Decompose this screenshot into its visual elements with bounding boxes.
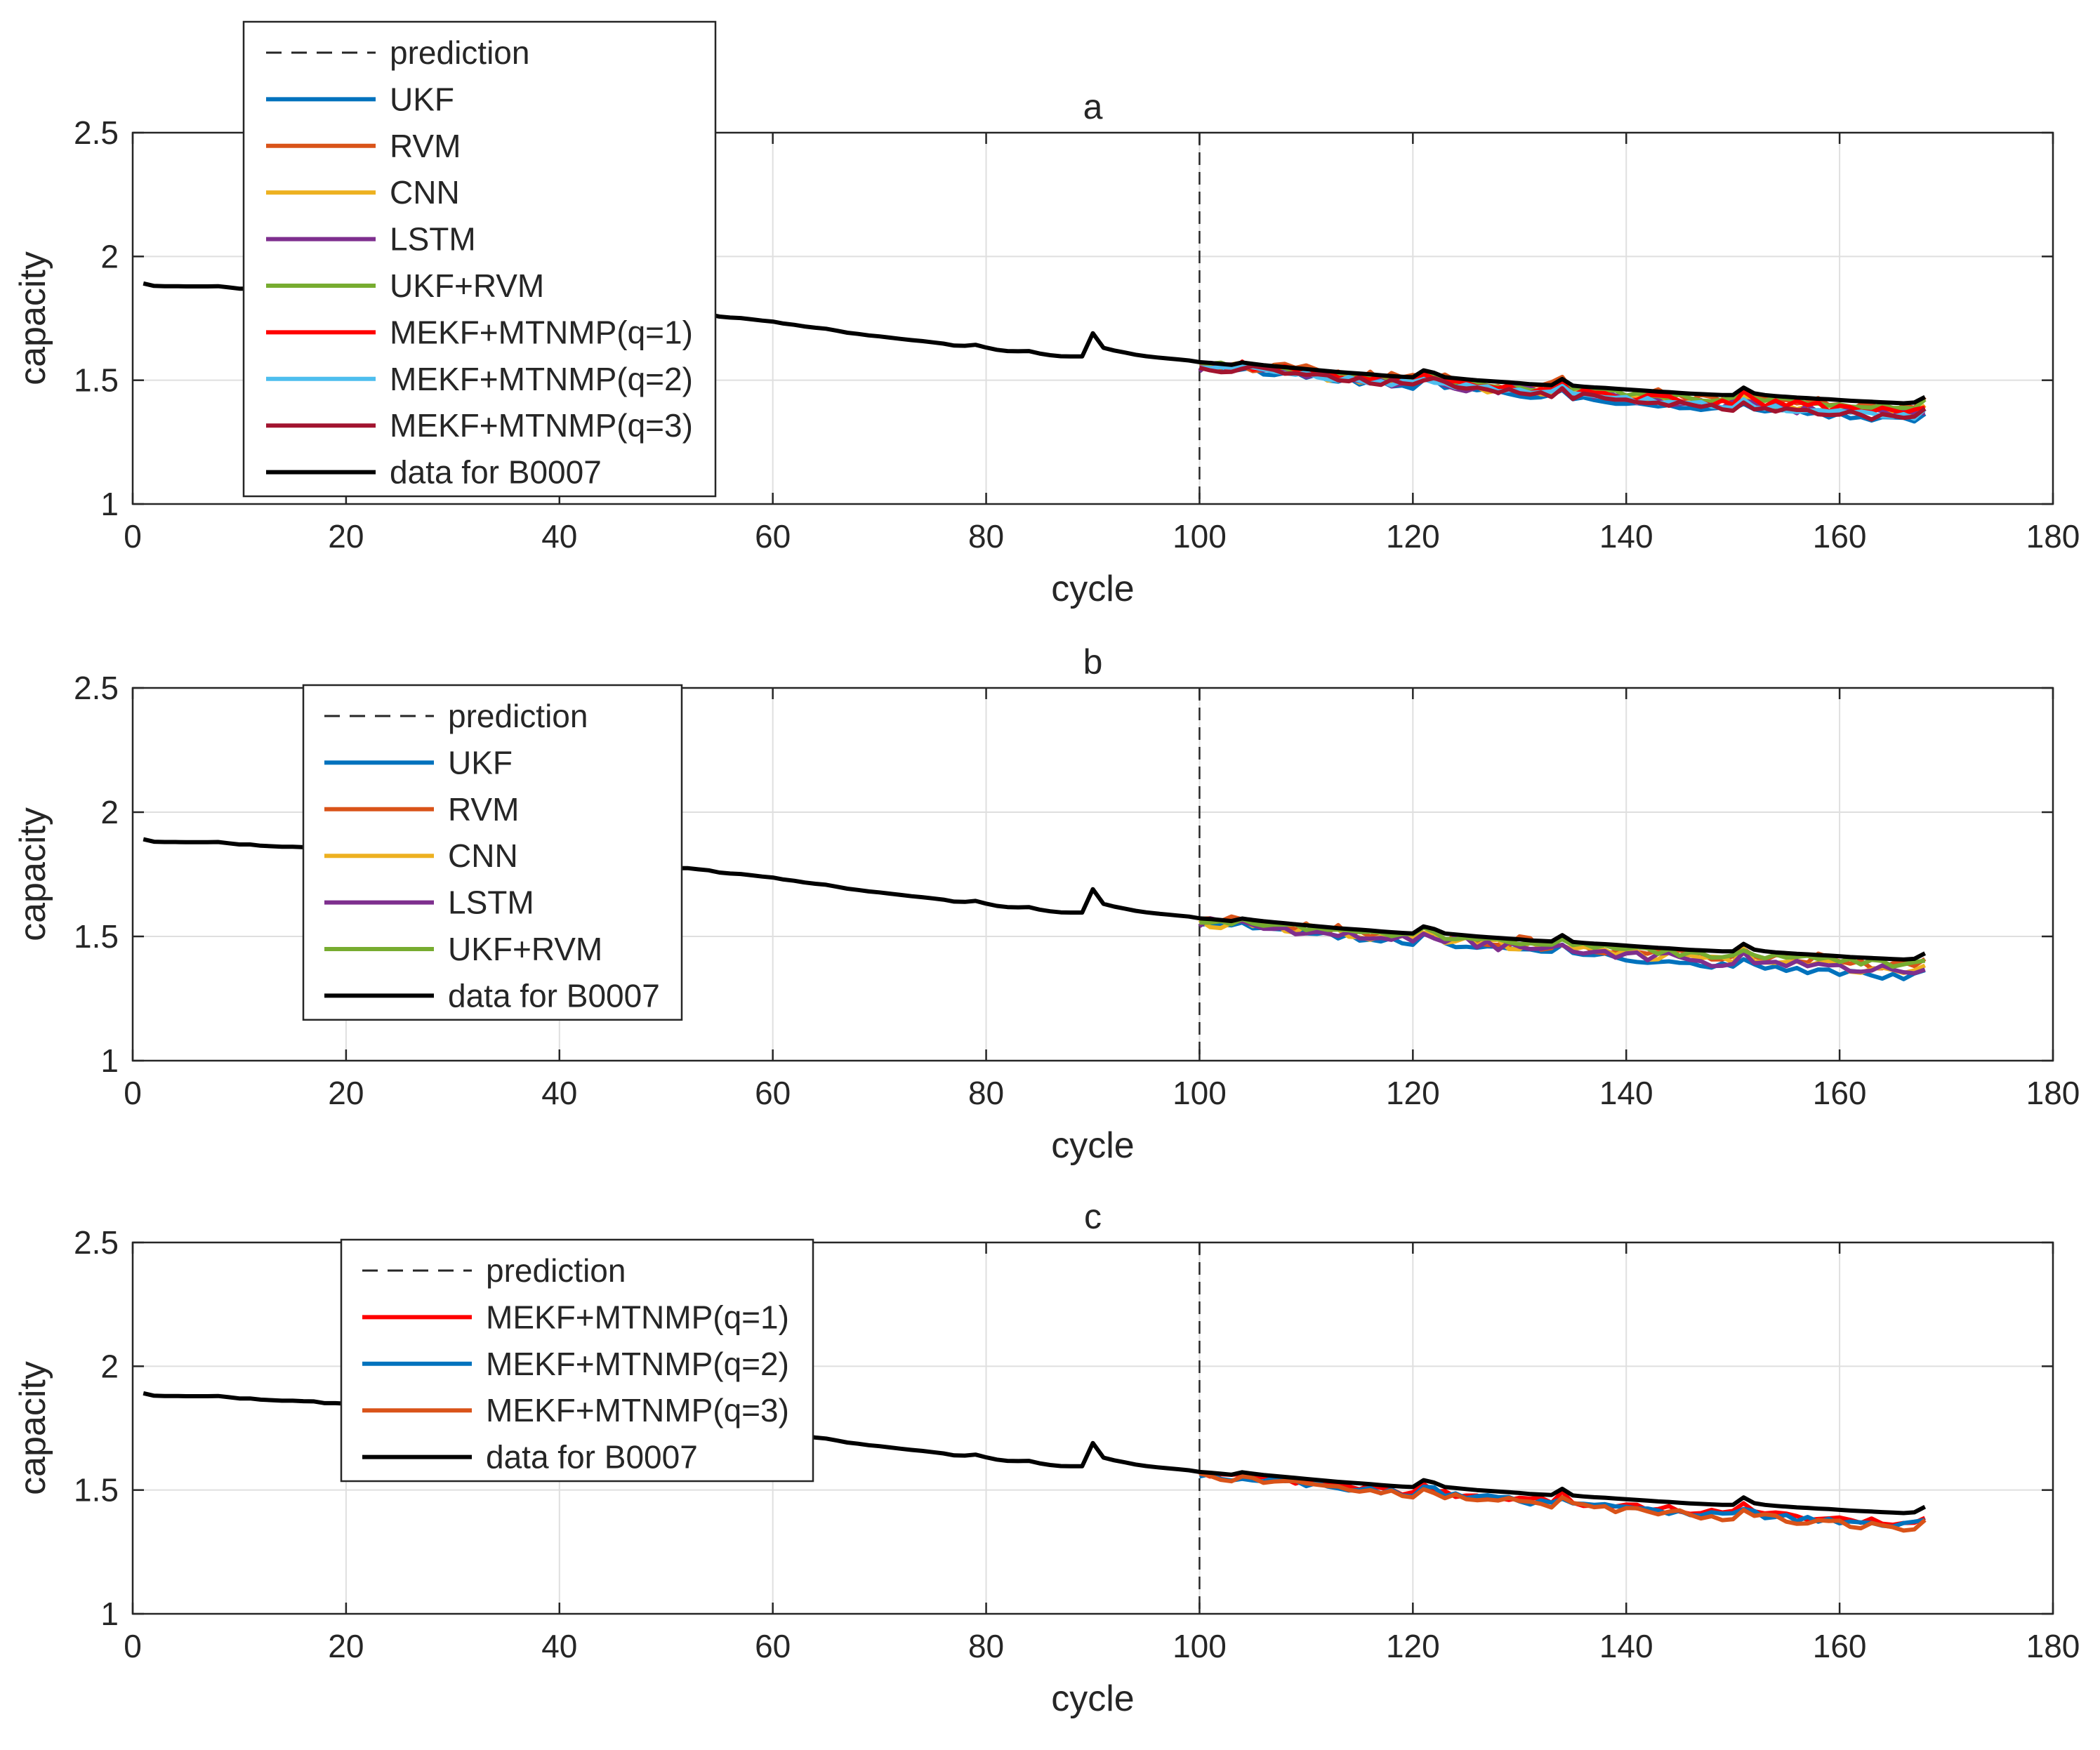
- legend: prediction MEKF+MTNMP(q=1) MEKF+MTNMP(q=2)…: [340, 1238, 814, 1483]
- y-tick-label: 1: [100, 486, 119, 522]
- x-tick-label: 40: [541, 1628, 577, 1664]
- x-tick-label: 0: [124, 518, 142, 555]
- x-tick-label: 120: [1386, 1628, 1440, 1664]
- series-line-lstm: [1198, 916, 1926, 976]
- axes-box: [131, 687, 2054, 1062]
- x-tick-label: 140: [1599, 1075, 1653, 1111]
- legend-label: MEKF+MTNMP(q=3): [390, 407, 693, 444]
- x-axis-label: cycle: [1051, 1125, 1134, 1166]
- chart-title: a: [1083, 87, 1103, 126]
- y-tick-label: 1: [100, 1042, 119, 1079]
- legend-label: prediction: [390, 34, 529, 71]
- series-line-mekf-mtnmp-q-3-: [1198, 1471, 1927, 1533]
- legend-label: MEKF+MTNMP(q=3): [486, 1392, 789, 1428]
- x-tick-label: 0: [124, 1075, 142, 1111]
- y-tick-label: 1.5: [74, 1472, 119, 1509]
- legend-label: data for B0007: [390, 454, 602, 491]
- legend: prediction UKF RVM CNN LSTM UKF+RVM data for B…: [302, 684, 683, 1021]
- legend-label: CNN: [448, 837, 518, 874]
- legend-label: data for B0007: [448, 977, 660, 1014]
- x-tick-label: 100: [1173, 1628, 1227, 1664]
- x-axis-label: cycle: [1051, 569, 1134, 609]
- x-tick-label: 140: [1599, 518, 1653, 555]
- legend-label: MEKF+MTNMP(q=2): [390, 361, 693, 397]
- y-axis-label: capacity: [13, 1361, 53, 1495]
- legend-label: UKF: [448, 744, 513, 781]
- legend-label: MEKF+MTNMP(q=2): [486, 1346, 789, 1382]
- legend-label: UKF+RVM: [390, 267, 544, 304]
- x-tick-label: 160: [1813, 1628, 1867, 1664]
- x-tick-label: 60: [755, 1628, 791, 1664]
- legend-label: LSTM: [390, 221, 476, 258]
- y-tick-label: 2: [100, 238, 119, 274]
- y-tick-label: 2.5: [74, 670, 119, 706]
- x-tick-label: 80: [968, 1075, 1004, 1111]
- legend-label: LSTM: [448, 884, 534, 921]
- x-tick-label: 120: [1386, 1075, 1440, 1111]
- legend-label: UKF+RVM: [448, 931, 602, 967]
- y-axis-label: capacity: [13, 251, 53, 385]
- x-tick-label: 140: [1599, 1628, 1653, 1664]
- legend: prediction UKF RVM CNN LSTM UKF+RVM MEKF+MTNMP…: [242, 20, 717, 498]
- x-tick-label: 100: [1173, 1075, 1227, 1111]
- x-tick-label: 120: [1386, 518, 1440, 555]
- x-tick-label: 20: [328, 518, 364, 555]
- x-tick-label: 180: [2026, 1628, 2080, 1664]
- x-tick-label: 60: [755, 1075, 791, 1111]
- legend-label: UKF: [390, 81, 454, 117]
- y-tick-label: 1: [100, 1596, 119, 1632]
- x-tick-label: 0: [124, 1628, 142, 1664]
- legend-label: prediction: [486, 1252, 626, 1289]
- legend-label: prediction: [448, 698, 588, 734]
- legend-box: [340, 1238, 814, 1483]
- x-tick-label: 100: [1173, 518, 1227, 555]
- legend-label: RVM: [448, 791, 519, 828]
- legend-label: MEKF+MTNMP(q=1): [390, 314, 693, 350]
- x-tick-label: 160: [1813, 1075, 1867, 1111]
- x-tick-label: 160: [1813, 518, 1867, 555]
- chart-title: b: [1083, 642, 1103, 682]
- x-tick-label: 40: [541, 518, 577, 555]
- x-tick-label: 80: [968, 1628, 1004, 1664]
- y-tick-label: 1.5: [74, 918, 119, 955]
- x-axis-label: cycle: [1051, 1678, 1134, 1719]
- legend-label: MEKF+MTNMP(q=1): [486, 1299, 789, 1335]
- chart-panel-b: 0 20 40 60 80 100 120 140 160 180 1 1.5 2 2.5 b cycle ca…: [13, 642, 2080, 1166]
- y-tick-label: 2: [100, 794, 119, 830]
- legend-label: CNN: [390, 174, 460, 211]
- legend-label: data for B0007: [486, 1439, 698, 1476]
- x-tick-label: 20: [328, 1628, 364, 1664]
- y-tick-label: 2: [100, 1348, 119, 1384]
- y-tick-label: 1.5: [74, 362, 119, 399]
- x-tick-label: 80: [968, 518, 1004, 555]
- legend-label: RVM: [390, 128, 461, 164]
- x-tick-label: 40: [541, 1075, 577, 1111]
- x-tick-label: 180: [2026, 1075, 2080, 1111]
- series-line-mekf-mtnmp-q-3-: [1198, 364, 1927, 422]
- chart-panel-a: 0 20 40 60 80 100 120 140 160 180 1 1.5 2 2.5 a cycle ca…: [13, 20, 2080, 609]
- axes-box: [131, 131, 2054, 505]
- axes-box: [131, 1241, 2054, 1615]
- legend-box: [302, 684, 683, 1021]
- chart-title: c: [1084, 1197, 1102, 1236]
- x-tick-label: 180: [2026, 518, 2080, 555]
- y-axis-label: capacity: [13, 807, 53, 941]
- y-tick-label: 2.5: [74, 1224, 119, 1261]
- chart-panel-c: 0 20 40 60 80 100 120 140 160 180 1 1.5 2 2.5 c cycle ca…: [13, 1197, 2080, 1719]
- x-tick-label: 20: [328, 1075, 364, 1111]
- y-tick-label: 2.5: [74, 114, 119, 151]
- x-tick-label: 60: [755, 518, 791, 555]
